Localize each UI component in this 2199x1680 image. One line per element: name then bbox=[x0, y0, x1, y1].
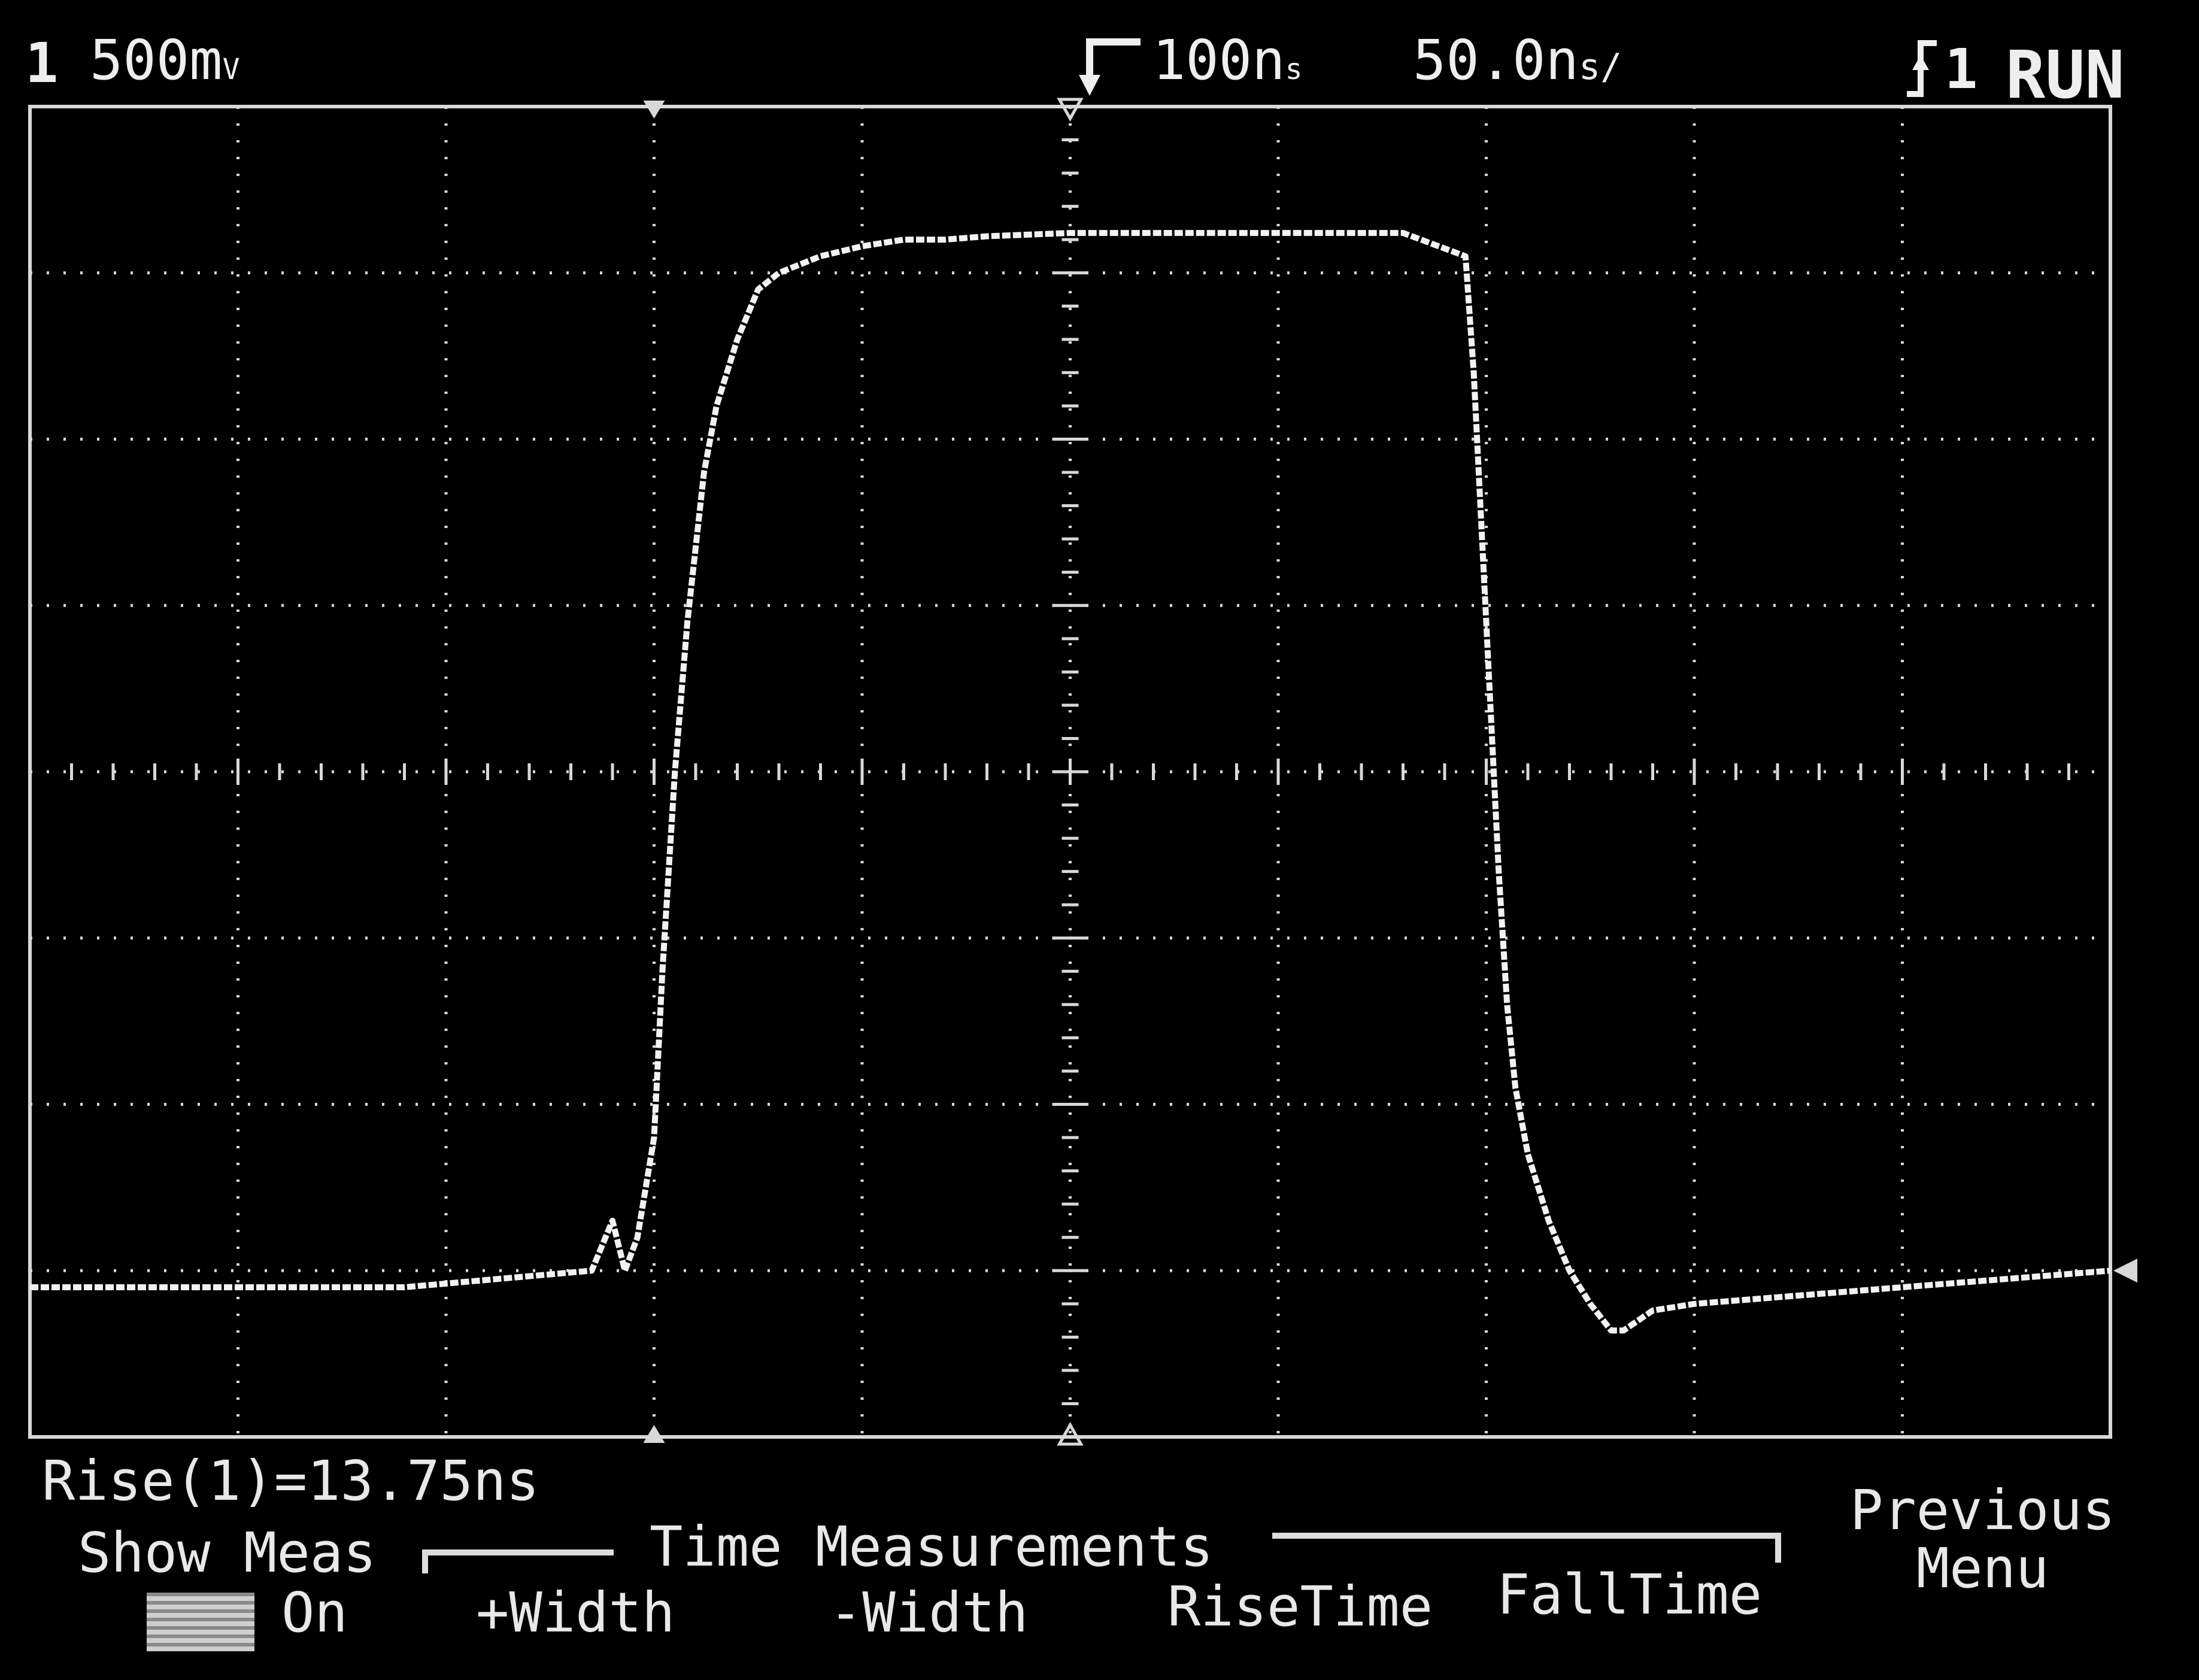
time-per-div-value: 50.0n bbox=[1413, 28, 1579, 92]
time-per-div-unit: s/ bbox=[1578, 46, 1622, 88]
previous-menu-button[interactable]: Previous Menu bbox=[1850, 1478, 2116, 1600]
run-state: RUN bbox=[2006, 37, 2125, 113]
trigger-position-marker-top bbox=[643, 101, 665, 119]
group-bracket-left bbox=[422, 1549, 614, 1555]
show-meas-label[interactable]: Show Meas bbox=[78, 1521, 377, 1585]
volts-per-div-unit: V bbox=[222, 53, 240, 86]
trigger-delay: 100ns bbox=[1152, 33, 1302, 88]
trigger-delay-unit: s bbox=[1285, 53, 1303, 86]
time-measurements-title: Time Measurements bbox=[650, 1515, 1214, 1579]
time-reference-marker-bottom bbox=[1057, 1421, 1084, 1446]
channel-1-trace bbox=[30, 230, 2111, 1334]
ground-reference-icon bbox=[2113, 1259, 2137, 1283]
trigger-position-marker-bottom bbox=[643, 1425, 665, 1443]
trigger-delay-value: 100n bbox=[1152, 28, 1285, 92]
volts-per-div: 500mV bbox=[90, 33, 239, 88]
minus-width-button[interactable]: -Width bbox=[829, 1581, 1029, 1645]
trigger-channel: 1 bbox=[1945, 37, 1978, 101]
time-per-div: 50.0ns/ bbox=[1413, 33, 1622, 88]
measurement-readout: Rise(1)=13.75ns bbox=[42, 1449, 539, 1513]
volts-per-div-value: 500m bbox=[90, 28, 223, 92]
fall-time-button[interactable]: FallTime bbox=[1497, 1563, 1763, 1627]
group-bracket-right-tick bbox=[1775, 1533, 1781, 1563]
group-bracket-right bbox=[1272, 1533, 1781, 1539]
trigger-delay-icon bbox=[1078, 30, 1144, 111]
group-bracket-left-tick bbox=[422, 1549, 428, 1573]
plus-width-button[interactable]: +Width bbox=[476, 1581, 675, 1645]
time-reference-marker-top bbox=[1057, 98, 1084, 122]
previous-menu-line2: Menu bbox=[1916, 1536, 2049, 1600]
channel-number: 1 bbox=[25, 31, 59, 95]
show-meas-state[interactable]: On bbox=[281, 1581, 348, 1645]
rise-time-button[interactable]: RiseTime bbox=[1167, 1575, 1433, 1639]
rising-edge-icon bbox=[1904, 37, 1940, 106]
previous-menu-line1: Previous bbox=[1850, 1478, 2116, 1542]
show-meas-toggle-indicator[interactable] bbox=[147, 1593, 254, 1651]
